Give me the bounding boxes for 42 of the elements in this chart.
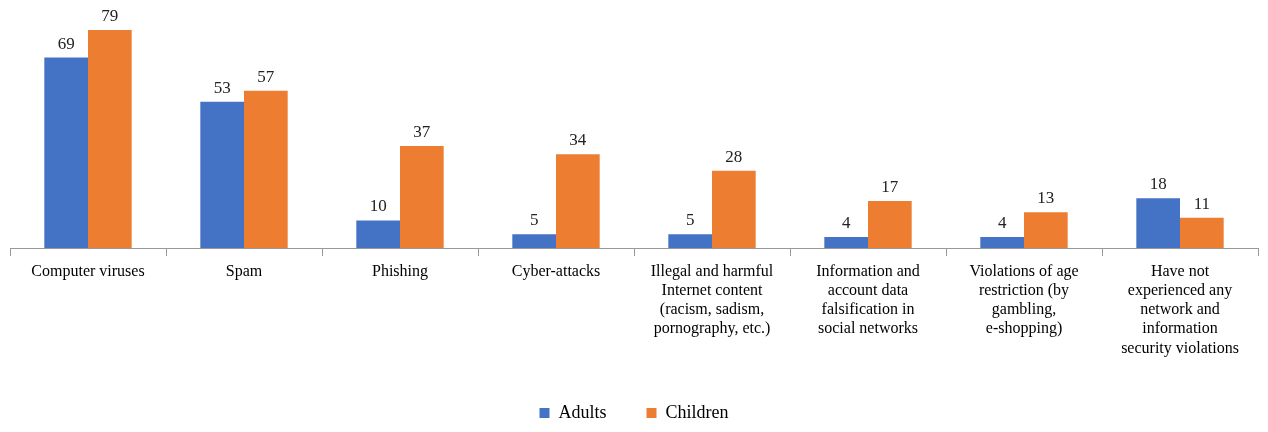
bar xyxy=(512,234,556,248)
data-label: 10 xyxy=(369,196,387,216)
bar xyxy=(356,220,400,248)
bar xyxy=(44,57,88,248)
bar xyxy=(712,170,756,248)
x-tick-label: Illegal and harmful Internet content (racism, sadism, pornography, etc.) xyxy=(650,261,774,338)
data-label: 11 xyxy=(1193,193,1211,213)
x-tick-label: Information and account data falsification in social networks xyxy=(816,261,920,337)
bar xyxy=(824,236,868,248)
legend-label: Adults xyxy=(558,401,607,422)
bar xyxy=(200,101,244,248)
bar xyxy=(1136,198,1180,248)
data-label: 37 xyxy=(413,121,431,141)
x-tick-label: Computer viruses xyxy=(31,261,145,280)
bar xyxy=(1024,212,1068,248)
bar xyxy=(1180,217,1224,248)
bar xyxy=(868,201,912,248)
data-label: 79 xyxy=(101,5,119,25)
data-label: 5 xyxy=(685,210,695,230)
x-tick-label: Spam xyxy=(225,261,263,280)
data-label: 69 xyxy=(57,33,75,53)
bar xyxy=(244,90,288,248)
x-tick-label: Violations of age restriction (by gambling, e-shopping) xyxy=(969,261,1079,338)
x-tick-label: Phishing xyxy=(371,261,429,280)
bar xyxy=(556,154,600,248)
x-tick-label: Cyber-attacks xyxy=(511,261,601,280)
x-tick-label: Have not experienced any network and information security violations xyxy=(1121,261,1239,357)
data-label: 4 xyxy=(997,212,1007,232)
bar xyxy=(980,236,1024,248)
data-label: 28 xyxy=(725,146,743,166)
legend-label: Children xyxy=(665,401,729,422)
data-label: 5 xyxy=(529,210,539,230)
data-label: 17 xyxy=(881,177,899,197)
bar xyxy=(400,145,444,248)
bar xyxy=(88,30,132,248)
data-label: 13 xyxy=(1037,188,1055,208)
bar xyxy=(668,234,712,248)
data-label: 34 xyxy=(569,130,587,150)
data-label: 53 xyxy=(213,77,231,97)
data-label: 57 xyxy=(257,66,275,86)
data-label: 18 xyxy=(1149,174,1167,194)
data-label: 4 xyxy=(841,212,851,232)
